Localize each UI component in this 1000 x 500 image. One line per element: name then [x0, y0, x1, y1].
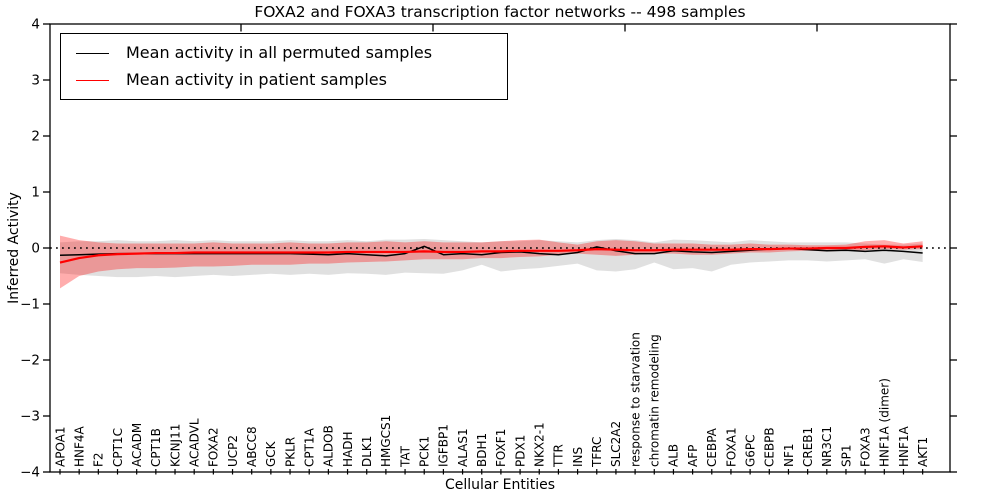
- x-tick-label: TFRC: [590, 437, 604, 468]
- x-tick-label: FOXA2: [207, 427, 221, 467]
- x-tick-label: CEBPA: [705, 427, 719, 467]
- x-tick-label: KCNJ11: [168, 424, 182, 467]
- y-tick-label: 4: [31, 17, 40, 33]
- x-tick-label: CPT1C: [111, 428, 125, 467]
- y-axis-label: Inferred Activity: [6, 192, 22, 304]
- chart-title: FOXA2 and FOXA3 transcription factor net…: [254, 3, 746, 21]
- x-tick-label: HNF1A: [897, 425, 911, 467]
- x-tick-label: BDH1: [475, 433, 489, 467]
- legend-entry-patient: Mean activity in patient samples: [76, 72, 507, 88]
- x-tick-label: HNF4A: [72, 425, 86, 467]
- legend-label-permuted: Mean activity in all permuted samples: [126, 43, 433, 62]
- permuted-band: [60, 239, 923, 278]
- x-tick-label: GCK: [264, 440, 278, 467]
- x-tick-label: ALB: [667, 444, 681, 467]
- x-tick-label: NKX2-1: [533, 422, 547, 467]
- y-tick-label: 3: [31, 73, 40, 89]
- x-tick-label: PCK1: [418, 436, 432, 467]
- y-tick-label: −2: [20, 353, 40, 369]
- x-tick-label: FOXA3: [858, 427, 872, 467]
- x-tick-label: PDX1: [513, 435, 527, 467]
- x-tick-label: TTR: [552, 444, 566, 468]
- x-tick-label: chromatin remodeling: [648, 334, 662, 467]
- x-tick-label: UCP2: [226, 435, 240, 467]
- x-tick-label: CEBPB: [763, 427, 777, 467]
- x-tick-label: ACADVL: [187, 418, 201, 467]
- y-tick-label: 1: [31, 185, 40, 201]
- y-tick-label: −4: [20, 465, 40, 481]
- permuted-line-swatch-icon: [76, 52, 109, 54]
- patient-line-swatch-icon: [76, 79, 109, 81]
- x-tick-label: response to starvation: [628, 332, 642, 467]
- x-tick-label: APOA1: [53, 426, 67, 467]
- x-tick-label: INS: [571, 447, 585, 467]
- x-tick-label: ABCC8: [245, 426, 259, 467]
- x-tick-label: HNF1A (dimer): [878, 378, 892, 467]
- x-tick-label: SP1: [839, 445, 853, 468]
- x-tick-label: CPT1A: [303, 427, 317, 467]
- x-tick-label: ALAS1: [456, 428, 470, 467]
- x-tick-label: F2: [92, 452, 106, 467]
- x-tick-label: AFP: [686, 445, 700, 467]
- x-tick-label: FOXF1: [494, 429, 508, 467]
- x-tick-label: DLK1: [360, 436, 374, 467]
- x-tick-label: IGFBP1: [437, 424, 451, 467]
- x-tick-label: G6PC: [743, 434, 757, 467]
- x-tick-label: NF1: [782, 443, 796, 467]
- x-tick-label: AKT1: [916, 437, 930, 467]
- x-tick-label: ALDOB: [322, 425, 336, 467]
- x-tick-label: TAT: [398, 445, 412, 468]
- x-tick-label: ACADM: [130, 423, 144, 467]
- y-tick-label: 2: [31, 129, 40, 145]
- x-tick-label: SLC2A2: [609, 421, 623, 467]
- x-tick-label: HMGCS1: [379, 415, 393, 467]
- y-tick-label: 0: [31, 241, 40, 257]
- x-tick-label: NR3C1: [820, 426, 834, 467]
- legend: Mean activity in all permuted samples Me…: [60, 33, 508, 100]
- x-tick-label: CPT1B: [149, 428, 163, 467]
- legend-label-patient: Mean activity in patient samples: [126, 70, 387, 89]
- legend-entry-permuted: Mean activity in all permuted samples: [76, 45, 507, 61]
- x-tick-label: FOXA1: [724, 427, 738, 467]
- x-tick-label: HADH: [341, 432, 355, 468]
- patient-mean-line: [59, 245, 923, 264]
- x-axis-label: Cellular Entities: [444, 477, 556, 493]
- x-tick-label: PKLR: [283, 437, 297, 467]
- y-tick-label: −1: [20, 297, 40, 313]
- y-tick-label: −3: [20, 409, 40, 425]
- x-tick-label: CREB1: [801, 427, 815, 467]
